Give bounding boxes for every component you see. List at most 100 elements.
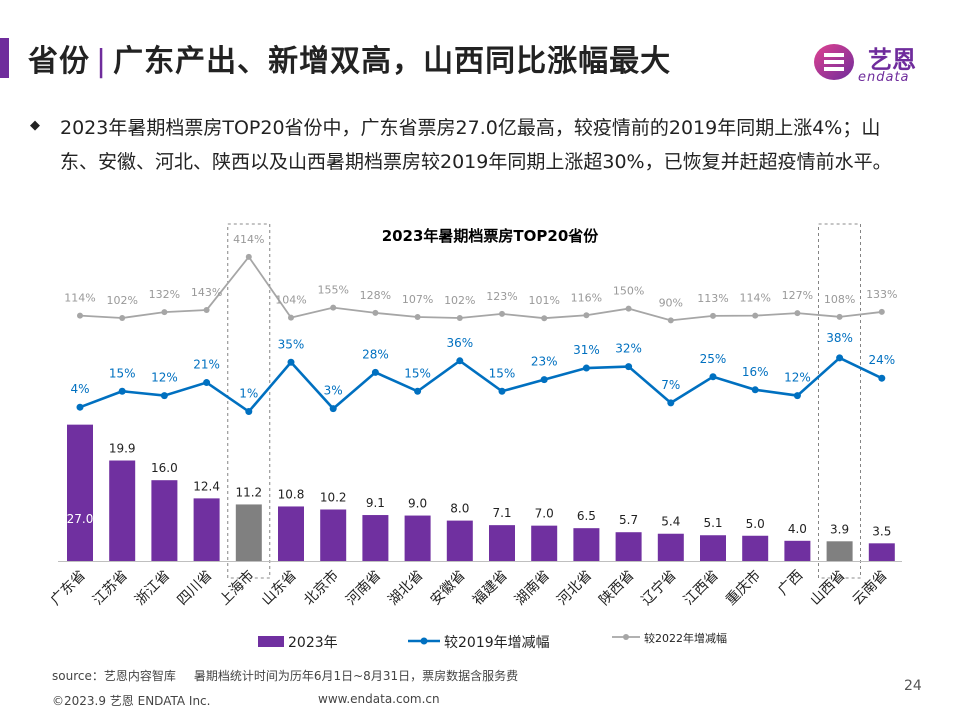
bar-label-5: 11.2 — [235, 485, 262, 499]
label-2019-6: 35% — [278, 337, 305, 351]
point-2019-7 — [329, 405, 337, 413]
footer-url[interactable]: www.endata.com.cn — [318, 692, 440, 706]
point-2022-9 — [414, 314, 421, 321]
bar-label-10: 8.0 — [450, 502, 469, 516]
point-2019-16 — [709, 373, 717, 381]
footer-copyright: ©2023.9 艺恩 ENDATA Inc. — [52, 694, 211, 708]
label-2019-8: 28% — [362, 347, 389, 361]
label-2022-19: 108% — [824, 293, 855, 306]
point-2019-18 — [793, 392, 801, 400]
point-2019-20 — [878, 374, 886, 382]
label-2022-3: 132% — [149, 288, 180, 301]
bar-9 — [404, 515, 431, 561]
label-2019-18: 12% — [784, 371, 811, 385]
x-tick-label-3: 浙江省 — [132, 568, 173, 609]
label-2022-1: 114% — [64, 292, 95, 305]
bar-16 — [700, 535, 726, 561]
bar-label-2: 19.9 — [109, 442, 136, 456]
point-2019-6 — [287, 358, 295, 366]
bar-label-9: 9.0 — [408, 497, 427, 511]
label-2022-4: 143% — [191, 286, 222, 299]
x-tick-label-1: 广东省 — [48, 568, 89, 609]
x-tick-label-6: 山东省 — [259, 568, 300, 609]
bar-label-13: 6.5 — [577, 509, 596, 523]
bar-10 — [446, 520, 473, 561]
logo-name: 艺恩 — [868, 46, 916, 74]
label-2022-11: 123% — [486, 290, 517, 303]
label-2019-19: 38% — [826, 331, 853, 345]
label-2022-9: 107% — [402, 293, 433, 306]
legend-label-2022: 较2022年增减幅 — [644, 631, 727, 645]
point-2022-11 — [499, 310, 505, 317]
bar-7 — [320, 509, 347, 561]
label-2022-2: 102% — [106, 294, 137, 307]
x-tick-label-4: 四川省 — [174, 568, 215, 609]
bar-5 — [235, 504, 262, 561]
label-2019-4: 21% — [193, 358, 220, 372]
bar-4 — [193, 498, 220, 561]
bar-14 — [615, 532, 642, 561]
label-2019-2: 15% — [109, 366, 136, 380]
point-2019-1 — [76, 403, 84, 411]
point-2019-15 — [667, 399, 675, 407]
point-2019-11 — [498, 387, 506, 395]
page-title: 省份 | 广东产出、新增双高，山西同比涨幅最大 — [28, 36, 671, 80]
title-accent-bar — [0, 38, 9, 78]
x-tick-label-16: 江西省 — [681, 568, 722, 609]
point-2019-19 — [836, 354, 844, 362]
point-2022-3 — [161, 309, 168, 316]
label-2022-8: 128% — [360, 289, 391, 302]
point-2022-4 — [203, 306, 210, 313]
point-2022-20 — [878, 308, 885, 315]
point-2022-5 — [245, 253, 252, 260]
x-tick-label-11: 福建省 — [470, 568, 511, 609]
legend-swatch-2023 — [258, 636, 284, 647]
point-2019-12 — [540, 376, 548, 384]
highlight-box-19 — [818, 223, 861, 579]
label-2019-5: 1% — [239, 387, 258, 401]
x-tick-label-9: 湖北省 — [385, 568, 426, 609]
point-2022-1 — [77, 312, 83, 319]
point-2019-3 — [160, 392, 168, 400]
logo-subtitle: endata — [858, 70, 910, 85]
label-2022-7: 155% — [317, 284, 348, 297]
bar-label-3: 16.0 — [151, 461, 178, 475]
title-separator: | — [96, 44, 108, 79]
bar-label-17: 5.0 — [746, 517, 765, 531]
bar-8 — [362, 515, 389, 561]
bar-2 — [109, 460, 136, 561]
point-2019-14 — [625, 363, 633, 371]
point-2019-5 — [245, 408, 253, 416]
point-2019-13 — [582, 364, 590, 372]
bar-label-18: 4.0 — [788, 522, 807, 536]
x-tick-label-20: 云南省 — [850, 568, 891, 609]
point-2022-18 — [794, 310, 801, 317]
label-2019-20: 24% — [868, 353, 895, 367]
label-2019-13: 31% — [573, 343, 600, 357]
label-2019-15: 7% — [661, 378, 680, 392]
x-tick-label-15: 辽宁省 — [638, 567, 680, 609]
x-tick-label-19: 山西省 — [807, 568, 848, 609]
label-2022-6: 104% — [275, 294, 306, 307]
point-2022-17 — [752, 312, 759, 319]
bar-label-19: 3.9 — [830, 522, 849, 536]
label-2019-14: 32% — [615, 342, 642, 356]
x-tick-label-8: 河南省 — [343, 568, 384, 609]
label-2019-9: 15% — [404, 366, 431, 380]
label-2022-18: 127% — [782, 289, 813, 302]
bar-20 — [868, 543, 895, 561]
point-2022-7 — [330, 304, 337, 311]
x-tick-label-17: 重庆市 — [722, 567, 764, 609]
legend-label-2023: 2023年 — [288, 635, 338, 651]
label-2019-7: 3% — [324, 384, 343, 398]
x-tick-label-12: 湖南省 — [512, 568, 553, 609]
point-2019-2 — [118, 387, 126, 395]
bar-label-14: 5.7 — [619, 513, 638, 527]
point-2022-10 — [456, 315, 463, 322]
label-2022-17: 114% — [739, 292, 770, 305]
point-2019-4 — [203, 379, 211, 387]
summary-paragraph: 2023年暑期档票房TOP20省份中，广东省票房27.0亿最高，较疫情前的201… — [60, 117, 892, 173]
legend-marker-2019 — [420, 637, 428, 645]
x-tick-label-13: 河北省 — [554, 568, 595, 609]
